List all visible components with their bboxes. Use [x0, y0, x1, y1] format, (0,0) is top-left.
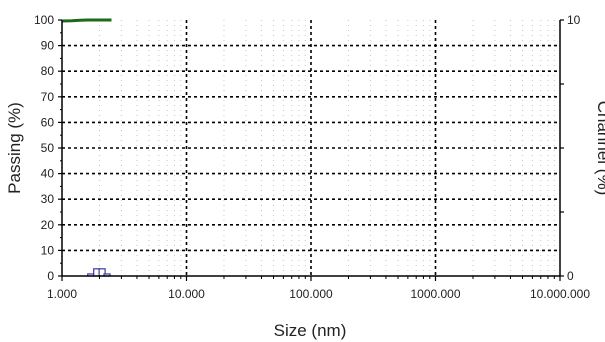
y-tick-label-left: 10 [41, 243, 55, 257]
y-tick-label-left: 40 [41, 167, 55, 181]
y-tick-label-left: 100 [34, 13, 54, 27]
tick-labels: 0 10 20 30 40 50 60 70 80 90 100 0 10 1.000 10.000 100.… [34, 13, 590, 301]
y-axis-title-left: Passing (%) [5, 102, 24, 194]
y-tick-label-left: 70 [41, 90, 55, 104]
y-tick-label-right: 10 [567, 13, 581, 27]
x-tick-label: 100.000 [289, 287, 333, 301]
y-tick-label-left: 90 [41, 39, 55, 53]
y-tick-label-left: 0 [47, 269, 54, 283]
y-tick-label-left: 80 [41, 64, 55, 78]
y-tick-label-left: 30 [41, 192, 55, 206]
x-tick-label: 1000.000 [410, 287, 460, 301]
axes [58, 19, 564, 281]
y-tick-label-left: 20 [41, 218, 55, 232]
x-tick-label: 10.000.000 [530, 287, 590, 301]
y-tick-label-right: 0 [567, 269, 574, 283]
x-tick-label: 1.000 [47, 287, 77, 301]
y-axis-title-right: Channel (%) [594, 101, 605, 196]
major-grid [62, 20, 560, 276]
y-tick-label-left: 60 [41, 115, 55, 129]
y-tick-label-left: 50 [41, 141, 55, 155]
passing-line [61, 18, 112, 23]
x-tick-label: 10.000 [168, 287, 205, 301]
x-axis-title: Size (nm) [274, 321, 347, 340]
